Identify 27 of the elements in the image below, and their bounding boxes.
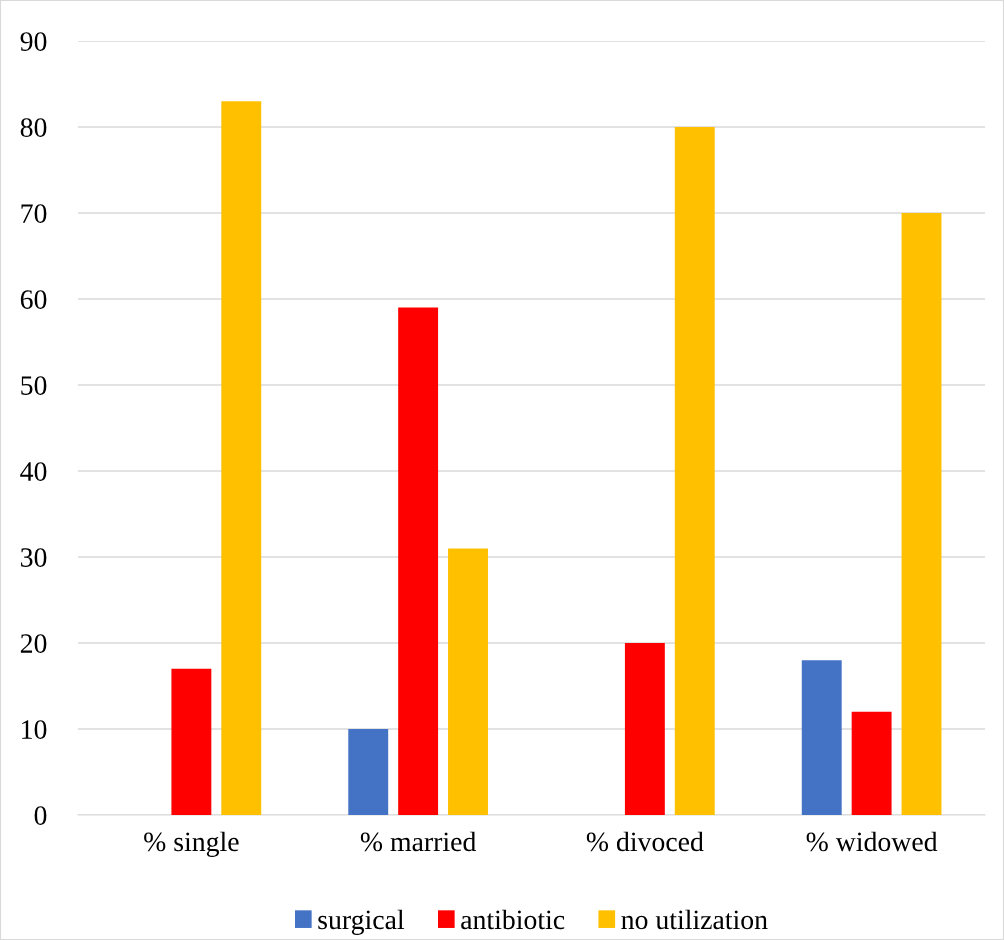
bar [624, 643, 665, 815]
bar [171, 668, 212, 815]
y-tick-label: 90 [20, 32, 47, 51]
x-tick-label: % married [360, 831, 477, 852]
x-tick-label: % widowed [806, 831, 938, 852]
bar [348, 729, 389, 815]
bar [398, 307, 439, 815]
y-tick-label: 30 [20, 548, 47, 567]
legend-label: antibiotic [461, 909, 565, 930]
x-tick-label: % divoced [586, 831, 704, 852]
y-tick-label: 10 [22, 720, 47, 739]
y-tick-label: 40 [20, 462, 47, 481]
bar [448, 548, 488, 815]
y-tick-label: 0 [34, 806, 47, 825]
bar [901, 213, 942, 815]
x-tick-label: % single [144, 831, 239, 857]
legend-label: no utilization [621, 909, 768, 930]
bar [674, 127, 715, 815]
bar [801, 660, 842, 815]
bar [221, 101, 262, 815]
y-tick-label: 80 [20, 118, 47, 137]
y-tick-label: 60 [20, 290, 47, 309]
y-tick-label: 70 [21, 204, 47, 223]
y-tick-label: 20 [20, 634, 47, 653]
legend-label: surgical [318, 909, 405, 935]
y-tick-label: 50 [21, 376, 47, 395]
bar [851, 711, 892, 815]
